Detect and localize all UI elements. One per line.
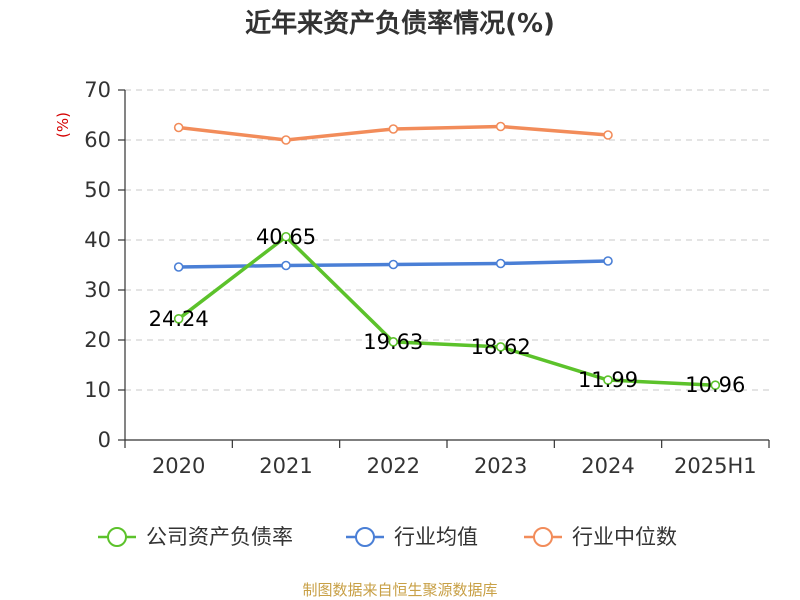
data-label: 19.63 — [363, 330, 423, 354]
data-point — [603, 256, 613, 266]
data-label: 24.24 — [149, 307, 209, 331]
legend-label: 公司资产负债率 — [146, 525, 293, 549]
y-tick-label: 60 — [84, 128, 111, 152]
x-tick-label: 2022 — [367, 454, 420, 478]
y-tick-label: 70 — [84, 78, 111, 102]
data-point — [710, 380, 721, 391]
data-point — [173, 313, 184, 324]
data-point — [603, 130, 613, 140]
y-tick-label: 50 — [84, 178, 111, 202]
data-point — [173, 262, 184, 272]
legend-marker — [533, 527, 553, 547]
series-line-0 — [176, 235, 718, 387]
data-point — [281, 260, 291, 271]
x-tick-label: 2023 — [474, 454, 527, 478]
x-tick-label: 2020 — [152, 454, 205, 478]
y-tick-label: 40 — [84, 228, 111, 252]
data-point — [281, 135, 291, 145]
data-label: 10.96 — [685, 373, 745, 397]
legend-marker — [107, 527, 127, 547]
data-source-note: 制图数据来自恒生聚源数据库 — [302, 581, 497, 599]
x-tick-label: 2024 — [581, 454, 634, 478]
data-point — [281, 231, 291, 242]
data-point — [388, 124, 399, 134]
legend-marker — [355, 527, 375, 547]
data-point — [388, 337, 399, 347]
y-tick-label: 30 — [84, 278, 111, 302]
x-tick-label: 2021 — [259, 454, 312, 478]
chart-title: 近年来资产负债率情况(%) — [245, 8, 555, 39]
data-label: 11.99 — [578, 368, 638, 392]
data-point — [603, 375, 613, 385]
legend-label: 行业均值 — [394, 525, 478, 549]
data-point — [495, 121, 506, 132]
data-point — [495, 258, 506, 269]
y-tick-label: 10 — [84, 378, 111, 402]
y-tick-label: 0 — [98, 428, 111, 452]
data-point — [388, 259, 399, 270]
data-point — [495, 342, 506, 352]
data-label: 40.65 — [256, 225, 316, 249]
legend-label: 行业中位数 — [572, 525, 677, 549]
x-tick-label: 2025H1 — [674, 454, 757, 478]
y-axis-unit-label: (%) — [54, 112, 72, 138]
data-label: 18.62 — [471, 335, 531, 359]
y-tick-label: 20 — [84, 328, 111, 352]
legend: 公司资产负债率 行业均值 行业中位数 — [98, 525, 677, 549]
plot-area: 0 10 20 30 40 50 60 70 2020 2021 2022 2023 2024 2025H… — [84, 78, 770, 478]
data-point — [173, 122, 184, 133]
